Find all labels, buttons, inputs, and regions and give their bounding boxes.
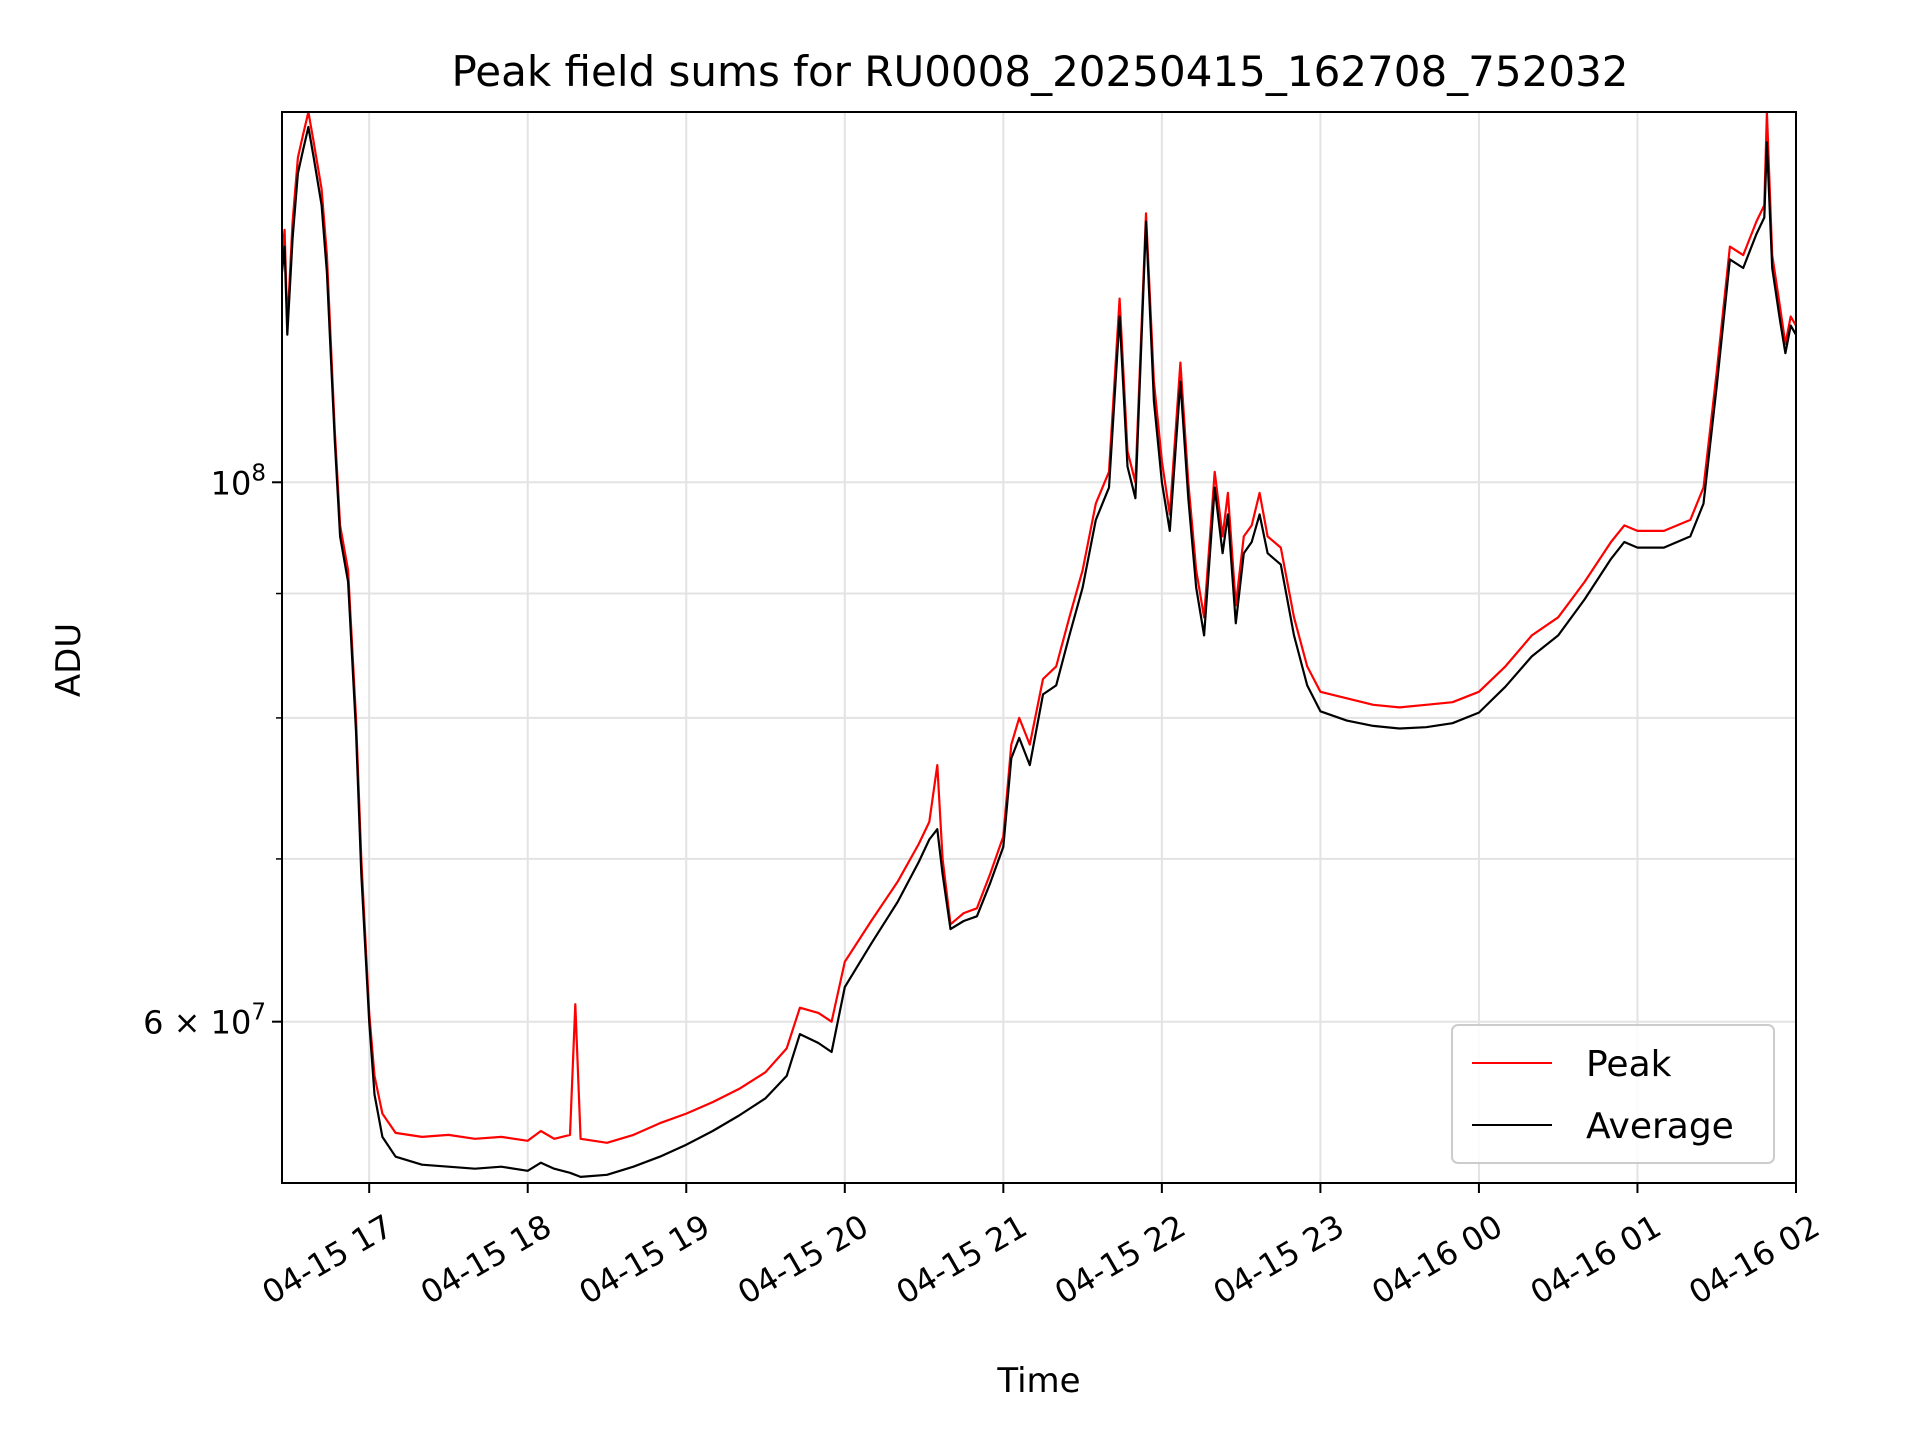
legend-box: [1451, 1024, 1775, 1164]
x-axis-label: Time: [996, 1361, 1080, 1401]
plot-frame: [281, 111, 1797, 1184]
chart-title: Peak field sums for RU0008_20250415_1627…: [451, 47, 1628, 96]
legend: Peak Average: [1451, 1024, 1775, 1164]
series-line-peak: [282, 112, 1796, 1144]
y-tick-label: 108: [211, 460, 266, 502]
legend-label-peak: Peak: [1586, 1044, 1672, 1085]
series-line-average: [282, 125, 1796, 1178]
y-tick-label: 6 × 107: [143, 1000, 266, 1042]
legend-label-average: Average: [1586, 1106, 1734, 1147]
y-axis-label: ADU: [49, 623, 89, 697]
series-lines: [282, 112, 1796, 1178]
